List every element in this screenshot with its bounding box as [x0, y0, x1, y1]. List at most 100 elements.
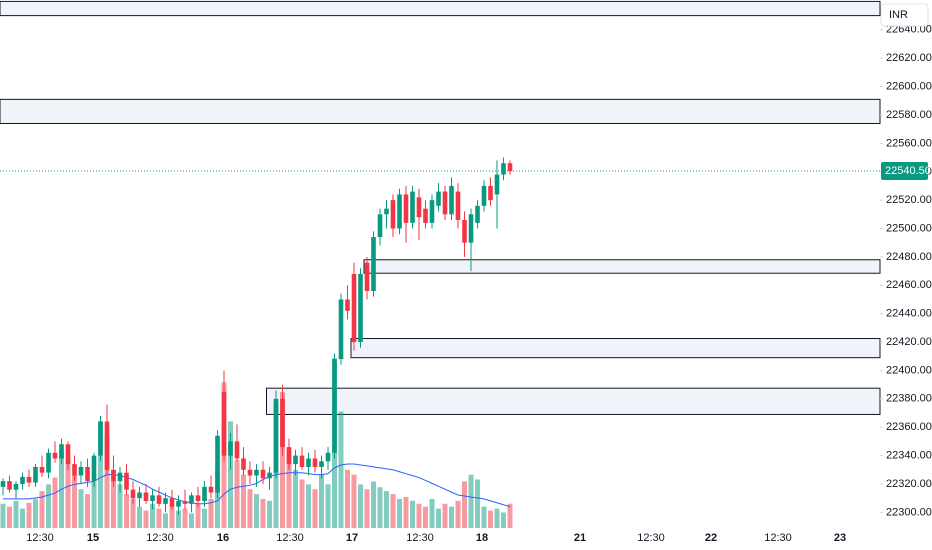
candle-body [13, 484, 19, 490]
volume-bar [488, 510, 493, 528]
candle-body [397, 194, 402, 229]
candle-body [72, 464, 77, 476]
volume-bar [267, 500, 272, 528]
candle-body [312, 458, 318, 467]
volume-bar [195, 503, 201, 528]
candle-body [39, 466, 45, 473]
candle-body [254, 469, 259, 476]
candle-body [7, 481, 12, 490]
candle-body [280, 398, 285, 448]
x-tick-label: 12:30 [406, 532, 434, 544]
volume-bar [65, 460, 71, 528]
y-tick-label: 22440.00 [886, 308, 932, 320]
candle-body [241, 458, 246, 470]
volume-bar [481, 506, 487, 528]
volume-bar [358, 484, 363, 528]
volume-bar [0, 503, 6, 528]
candle-body [59, 444, 64, 459]
candle-body [345, 299, 350, 311]
last-price-tag [881, 162, 928, 181]
candle-body [156, 495, 162, 504]
candle-body [221, 391, 227, 456]
volume-bar [345, 469, 350, 528]
volume-bar [13, 500, 19, 528]
volume-bar [169, 506, 175, 528]
volume-bar [7, 506, 12, 528]
candle-body [195, 495, 201, 502]
volume-bar [72, 474, 77, 528]
x-tick-label: 12:30 [637, 532, 665, 544]
y-tick-label: 22600.00 [886, 80, 932, 92]
candle-body [176, 501, 181, 507]
volume-bar [117, 484, 123, 528]
volume-bar [293, 469, 298, 528]
currency-box[interactable] [880, 3, 929, 27]
candle-body [33, 466, 38, 483]
y-tick-label: 22340.00 [886, 450, 932, 462]
candle-body [410, 191, 415, 223]
volume-bar [410, 500, 415, 528]
candle-body [143, 492, 149, 502]
candle-body [124, 472, 129, 490]
x-tick-label: 15 [87, 532, 99, 544]
zone [363, 259, 881, 274]
candle-body [475, 205, 480, 223]
y-tick-label: 22460.00 [886, 279, 932, 291]
candle-body [98, 421, 103, 456]
candle-body [91, 455, 97, 482]
candle-body [0, 481, 6, 487]
candle-body [202, 486, 207, 502]
candle-body [319, 461, 324, 467]
volume-bar [52, 477, 58, 528]
y-tick-label: 22320.00 [886, 478, 932, 490]
candle-body [208, 486, 214, 493]
volume-bar [507, 503, 513, 528]
volume-bar [475, 479, 480, 528]
zone [350, 338, 881, 359]
candle-body [481, 185, 487, 206]
x-tick-label: 12:30 [146, 532, 174, 544]
candle-body [26, 476, 32, 483]
x-tick-label: 17 [346, 532, 358, 544]
volume-bar [228, 421, 233, 528]
candle-body [488, 185, 493, 201]
volume-bar [462, 481, 467, 528]
candle-body [455, 191, 461, 220]
volume-bar [91, 481, 97, 528]
last-price-label: 22540.50 [885, 165, 931, 177]
candle-body [351, 273, 357, 343]
volume-bar [403, 496, 409, 528]
x-tick-label: 12:30 [26, 532, 54, 544]
candle-body [338, 299, 344, 360]
volume-bar [338, 411, 344, 528]
volume-bar [20, 508, 25, 528]
candle-body [182, 501, 188, 504]
volume-bar [208, 498, 214, 528]
volume-bar [280, 392, 285, 528]
volume-bar [247, 489, 253, 528]
candle-body [20, 476, 25, 484]
volume-bar [351, 474, 357, 528]
volume-bar [384, 491, 389, 528]
volume-bar [494, 508, 500, 528]
volume-bar [423, 506, 428, 528]
volume-bar [39, 491, 45, 528]
candle-body [117, 472, 123, 482]
zone [0, 98, 881, 124]
candle-body [332, 359, 337, 453]
y-tick-label: 22520.00 [886, 194, 932, 206]
zone [0, 0, 881, 17]
candle-body [416, 197, 422, 218]
candle-body [169, 498, 175, 507]
candle-body [423, 208, 428, 223]
volume-bar [442, 503, 448, 528]
candle-body [267, 472, 272, 479]
volume-bar [215, 469, 220, 528]
x-tick-label: 12:30 [764, 532, 792, 544]
candle-body [260, 469, 266, 479]
volume-bar [156, 508, 162, 528]
candle-body [442, 191, 448, 215]
volume-bar [26, 502, 32, 528]
